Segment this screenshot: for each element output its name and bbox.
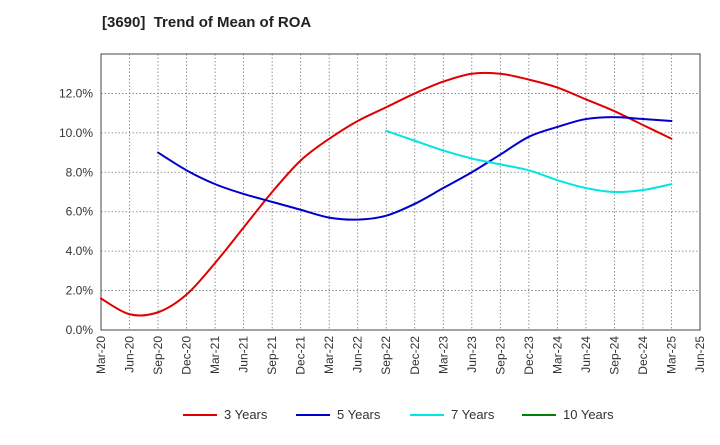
x-tick-label: Dec-24: [636, 336, 650, 375]
plot-border: [100, 53, 701, 331]
x-tick-label: Jun-24: [579, 336, 593, 373]
x-tick-label: Jun-21: [237, 336, 251, 373]
y-tick-label: 8.0%: [66, 165, 94, 179]
x-tick-label: Dec-21: [294, 336, 308, 375]
x-tick-label: Jun-25: [693, 336, 707, 373]
legend-label-5-years: 5 Years: [337, 407, 381, 422]
x-tick-label: Mar-22: [322, 336, 336, 374]
legend-label-3-years: 3 Years: [224, 407, 268, 422]
y-tick-label: 4.0%: [66, 244, 94, 258]
y-tick-label: 10.0%: [59, 126, 93, 140]
x-tick-label: Mar-24: [550, 336, 564, 374]
x-tick-label: Dec-23: [522, 336, 536, 375]
x-tick-label: Dec-20: [180, 336, 194, 375]
x-tick-label: Sep-22: [379, 336, 393, 375]
series-line-7-years: [385, 129, 673, 194]
x-tick-label: Jun-22: [351, 336, 365, 373]
x-tick-label: Sep-24: [607, 336, 621, 375]
legend-label-7-years: 7 Years: [451, 407, 495, 422]
x-tick-label: Sep-23: [493, 336, 507, 375]
y-tick-label: 6.0%: [66, 205, 94, 219]
y-tick-label: 12.0%: [59, 86, 93, 100]
y-tick-label: 0.0%: [66, 323, 94, 337]
x-tick-label: Mar-25: [664, 336, 678, 374]
x-tick-label: Jun-20: [123, 336, 137, 373]
x-tick-label: Dec-22: [408, 336, 422, 375]
x-tick-label: Mar-21: [208, 336, 222, 374]
x-tick-label: Sep-21: [265, 336, 279, 375]
chart-title: [3690] Trend of Mean of ROA: [102, 14, 312, 31]
x-tick-label: Mar-23: [436, 336, 450, 374]
x-tick-label: Sep-20: [151, 336, 165, 375]
x-tick-label: Jun-23: [465, 336, 479, 373]
series-line-5-years: [157, 116, 673, 221]
x-tick-label: Mar-20: [94, 336, 108, 374]
series-line-3-years: [100, 71, 673, 317]
y-tick-label: 2.0%: [66, 284, 94, 298]
legend-label-10-years: 10 Years: [563, 407, 614, 422]
